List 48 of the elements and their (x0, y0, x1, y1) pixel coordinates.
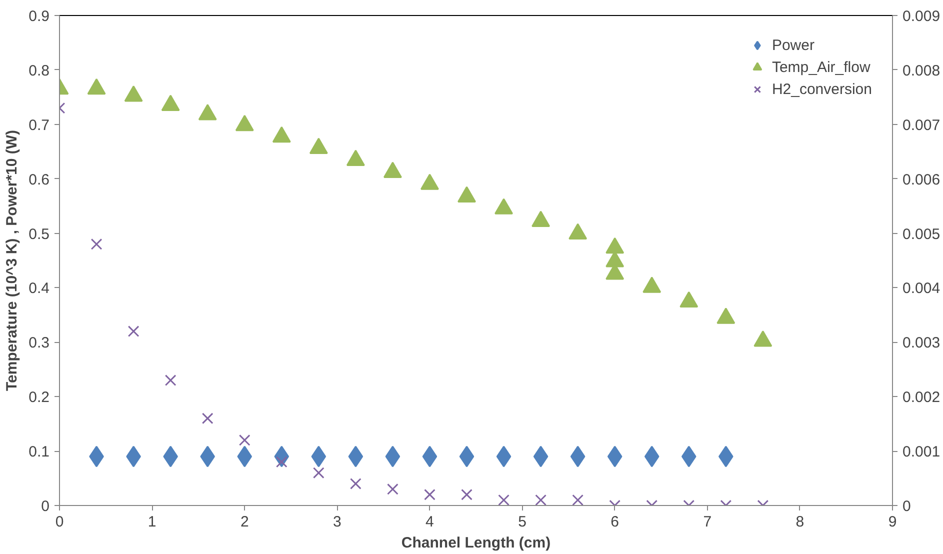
x-tick-label: 1 (148, 514, 156, 530)
x-tick-label: 0 (55, 514, 64, 530)
y2-tick-label: 0.008 (902, 62, 940, 80)
x-tick-label: 3 (332, 514, 342, 530)
y-tick-label: 0.5 (28, 226, 50, 243)
y-axis-title: Temperature (10^3 K) , Power*10 (W) (4, 130, 21, 392)
y-tick-label: 0.6 (28, 171, 50, 188)
y2-tick-label: 0 (902, 498, 911, 515)
x-tick-label: 8 (796, 514, 804, 530)
y-tick-label: 0.2 (28, 389, 50, 406)
y2-tick-label: 0.003 (902, 334, 940, 352)
y2-tick-label: 0.007 (902, 116, 940, 134)
x-tick-label: 2 (240, 514, 249, 530)
legend-label: Power (772, 36, 814, 54)
y2-tick-label: 0.009 (902, 8, 940, 25)
point (572, 494, 584, 506)
point (164, 374, 176, 386)
y-tick-label: 0.3 (28, 334, 50, 352)
y-tick-label: 0.9 (28, 8, 50, 25)
y2-tick-label: 0.002 (902, 389, 940, 406)
x-tick-label: 4 (426, 514, 434, 530)
y-tick-label: 0 (41, 498, 50, 515)
x-tick-label: 6 (610, 514, 620, 530)
x-tick-label: 7 (703, 514, 712, 530)
point (312, 467, 324, 479)
point (350, 478, 362, 490)
point (387, 483, 398, 495)
x-tick-label: 9 (888, 514, 897, 530)
y-tick-label: 0.8 (28, 62, 50, 80)
y2-tick-label: 0.004 (902, 280, 940, 298)
legend-label: Temp_Air_flow (772, 58, 870, 76)
point (461, 488, 472, 500)
point (128, 326, 140, 337)
y-tick-label: 0.1 (28, 444, 50, 461)
point (535, 494, 546, 506)
point (90, 238, 102, 250)
x-tick-label: 5 (518, 514, 526, 530)
y2-tick-label: 0.001 (902, 444, 940, 461)
point (202, 412, 214, 424)
legend-label: H2_conversion (772, 80, 872, 98)
point (424, 488, 436, 500)
point (238, 434, 250, 446)
y2-tick-label: 0.006 (902, 171, 940, 188)
y2-tick-label: 0.005 (902, 226, 940, 243)
x-axis-title: Channel Length (cm) (401, 534, 551, 552)
point (498, 494, 510, 506)
y-tick-label: 0.4 (28, 280, 50, 298)
y-tick-label: 0.7 (28, 116, 50, 134)
